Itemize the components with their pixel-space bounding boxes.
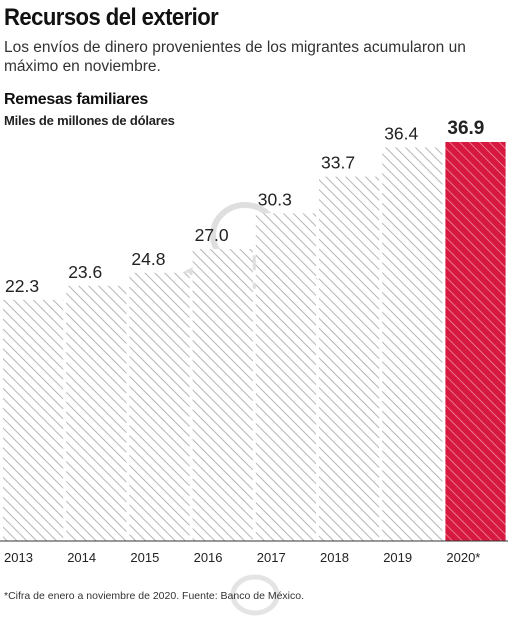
value-label-2017: 30.3 bbox=[258, 189, 292, 209]
value-label-2019: 36.4 bbox=[384, 123, 418, 143]
bar-2020 bbox=[445, 142, 506, 541]
value-label-2020: 36.9 bbox=[447, 118, 484, 139]
bar-2014 bbox=[66, 285, 127, 541]
tick-label-2014: 2014 bbox=[67, 550, 96, 565]
tick-label-2013: 2013 bbox=[4, 550, 33, 565]
tick-label-2018: 2018 bbox=[320, 550, 349, 565]
footnote: *Cifra de enero a noviembre de 2020. Fue… bbox=[4, 590, 305, 602]
tick-label-2020: 2020* bbox=[446, 550, 480, 565]
value-label-2013: 22.3 bbox=[5, 276, 39, 296]
chart-title: Recursos del exterior bbox=[4, 4, 219, 31]
chart-subtitle: Los envíos de dinero provenientes de los… bbox=[4, 39, 466, 75]
value-label-2016: 27.0 bbox=[195, 225, 229, 245]
bar-2015 bbox=[129, 272, 190, 541]
bar-2018 bbox=[319, 176, 380, 541]
value-label-2018: 33.7 bbox=[321, 153, 355, 173]
bar-2013 bbox=[3, 299, 64, 541]
bar-2017 bbox=[255, 213, 316, 542]
tick-label-2017: 2017 bbox=[257, 550, 286, 565]
tick-label-2016: 2016 bbox=[194, 550, 223, 565]
tick-label-2015: 2015 bbox=[130, 550, 159, 565]
seal-watermark-bottom-icon bbox=[230, 574, 280, 616]
value-label-2014: 23.6 bbox=[68, 262, 102, 282]
series-title: Remesas familiares bbox=[4, 91, 149, 108]
value-label-2015: 24.8 bbox=[131, 249, 165, 269]
unit-label: Miles de millones de dólares bbox=[4, 113, 175, 128]
bar-2016 bbox=[192, 249, 253, 542]
tick-label-2019: 2019 bbox=[383, 550, 412, 565]
bar-2019 bbox=[382, 147, 443, 542]
